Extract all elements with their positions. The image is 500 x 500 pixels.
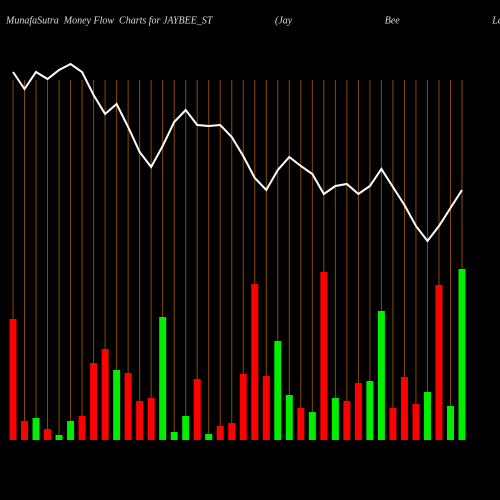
chart-subtitle: (Jay Bee Laminations L xyxy=(275,15,500,26)
flow-bar xyxy=(124,373,132,440)
flow-bar xyxy=(21,421,29,440)
flow-bar xyxy=(78,416,86,440)
flow-bar xyxy=(446,406,454,440)
flow-bar xyxy=(308,412,316,440)
flow-bar xyxy=(285,395,293,440)
flow-bar xyxy=(458,269,466,440)
flow-bar xyxy=(9,319,17,440)
flow-bar xyxy=(159,317,167,440)
flow-bar xyxy=(239,374,247,440)
flow-bar xyxy=(101,349,109,440)
flow-bar xyxy=(343,401,351,440)
flow-bar xyxy=(205,434,213,440)
flow-bar xyxy=(297,408,305,440)
flow-bar xyxy=(170,432,178,440)
flow-bar xyxy=(90,363,98,440)
flow-bar xyxy=(435,285,443,440)
flow-bar xyxy=(423,392,431,440)
flow-bar xyxy=(331,398,339,440)
flow-bar xyxy=(320,272,328,440)
price-line xyxy=(12,62,463,243)
flow-bar xyxy=(274,341,282,440)
flow-bar xyxy=(113,370,121,440)
flow-bar xyxy=(400,377,408,440)
flow-bar xyxy=(193,379,201,440)
flow-bar xyxy=(228,423,236,440)
flow-bar xyxy=(216,426,224,440)
flow-bar xyxy=(262,376,270,440)
flow-bar xyxy=(147,398,155,440)
flow-bar xyxy=(32,418,40,440)
chart-title: MunafaSutra Money Flow Charts for JAYBEE… xyxy=(5,15,214,26)
flow-bar xyxy=(67,421,75,440)
flow-bar xyxy=(366,381,374,440)
flow-bar xyxy=(389,408,397,440)
flow-bar xyxy=(412,404,420,440)
flow-bar xyxy=(251,284,259,440)
flow-bar xyxy=(136,401,144,440)
flow-bar xyxy=(377,311,385,440)
flow-bar xyxy=(55,435,63,440)
flow-bar xyxy=(44,429,52,440)
flow-bar xyxy=(182,416,190,440)
flow-bar xyxy=(354,383,362,440)
